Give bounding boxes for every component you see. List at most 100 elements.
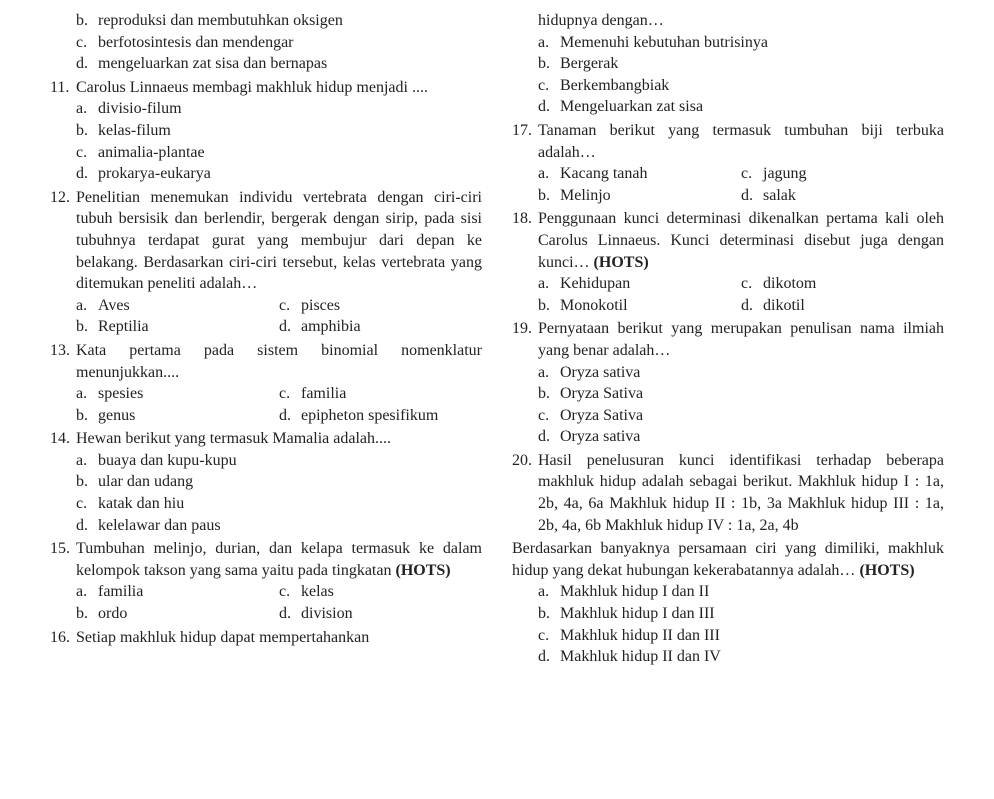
question-17: 17. Tanaman berikut yang termasuk tumbuh… bbox=[512, 120, 944, 206]
option-text: jagung bbox=[763, 163, 807, 185]
option-text: mengeluarkan zat sisa dan bernapas bbox=[98, 53, 482, 75]
question-stem: 14. Hewan berikut yang termasuk Mamalia … bbox=[50, 428, 482, 450]
option-label: a. bbox=[538, 273, 560, 295]
option-text: spesies bbox=[98, 383, 143, 405]
option-pair-row: a.familia c.kelas bbox=[50, 581, 482, 603]
option-text: Makhluk hidup II dan III bbox=[560, 625, 944, 647]
option-text: Monokotil bbox=[560, 295, 628, 317]
question-text: Tumbuhan melinjo, durian, dan kelapa ter… bbox=[76, 538, 482, 581]
question-16: 16. Setiap makhluk hidup dapat mempertah… bbox=[50, 627, 482, 649]
option-text: katak dan hiu bbox=[98, 493, 482, 515]
option-text: genus bbox=[98, 405, 135, 427]
question-text: Penggunaan kunci determinasi dikenalkan … bbox=[538, 208, 944, 273]
option-label: b. bbox=[76, 603, 98, 625]
option-text: Makhluk hidup II dan IV bbox=[560, 646, 944, 668]
left-column: b. reproduksi dan membutuhkan oksigen c.… bbox=[50, 10, 482, 668]
option-label: b. bbox=[76, 405, 98, 427]
question-text: Kata pertama pada sistem binomial nomenk… bbox=[76, 340, 482, 383]
option-label: b. bbox=[538, 53, 560, 75]
option-label: c. bbox=[538, 75, 560, 97]
option-text: familia bbox=[98, 581, 143, 603]
option-text: salak bbox=[763, 185, 796, 207]
option-label: c. bbox=[538, 625, 560, 647]
option-row: b.kelas-filum bbox=[50, 120, 482, 142]
option-label: c. bbox=[279, 295, 301, 317]
option-text: kelelawar dan paus bbox=[98, 515, 482, 537]
option-label: a. bbox=[538, 362, 560, 384]
option-text: division bbox=[301, 603, 353, 625]
question-stem: 12. Penelitian menemukan individu verteb… bbox=[50, 187, 482, 295]
option-text: Aves bbox=[98, 295, 130, 317]
question-20-followup: Berdasarkan banyaknya persamaan ciri yan… bbox=[512, 538, 944, 581]
option-label: d. bbox=[76, 53, 98, 75]
question-text: Pernyataan berikut yang merupakan penuli… bbox=[538, 318, 944, 361]
option-row: b.ular dan udang bbox=[50, 471, 482, 493]
option-text: Kacang tanah bbox=[560, 163, 648, 185]
question-text: Tanaman berikut yang termasuk tumbuhan b… bbox=[538, 120, 944, 163]
option-label: c. bbox=[279, 383, 301, 405]
option-text: Makhluk hidup I dan III bbox=[560, 603, 944, 625]
option-label: b. bbox=[76, 120, 98, 142]
option-text: dikotom bbox=[763, 273, 816, 295]
option-label: d. bbox=[741, 295, 763, 317]
option-label: d. bbox=[279, 603, 301, 625]
option-text: Melinjo bbox=[560, 185, 611, 207]
option-label: a. bbox=[76, 295, 98, 317]
option-label: c. bbox=[76, 142, 98, 164]
option-text: Memenuhi kebutuhan butrisinya bbox=[560, 32, 944, 54]
question-stem: 18. Penggunaan kunci determinasi dikenal… bbox=[512, 208, 944, 273]
option-row: c.Oryza Sativa bbox=[512, 405, 944, 427]
question-10-tail: b. reproduksi dan membutuhkan oksigen c.… bbox=[50, 10, 482, 75]
option-row: d.Makhluk hidup II dan IV bbox=[512, 646, 944, 668]
question-number: 13. bbox=[50, 340, 76, 383]
question-number: 14. bbox=[50, 428, 76, 450]
question-stem: 19. Pernyataan berikut yang merupakan pe… bbox=[512, 318, 944, 361]
option-label: b. bbox=[538, 185, 560, 207]
question-number: 11. bbox=[50, 77, 76, 99]
question-stem: 13. Kata pertama pada sistem binomial no… bbox=[50, 340, 482, 383]
option-label: d. bbox=[538, 426, 560, 448]
question-number: 16. bbox=[50, 627, 76, 649]
option-text: Reptilia bbox=[98, 316, 149, 338]
option-label: d. bbox=[741, 185, 763, 207]
option-pair-row: b.genus d.epipheton spesifikum bbox=[50, 405, 482, 427]
option-row: a.divisio-filum bbox=[50, 98, 482, 120]
option-label: d. bbox=[279, 316, 301, 338]
question-number: 12. bbox=[50, 187, 76, 295]
option-label: a. bbox=[76, 450, 98, 472]
question-16-continued: hidupnya dengan… a.Memenuhi kebutuhan bu… bbox=[512, 10, 944, 118]
option-row: a.Oryza sativa bbox=[512, 362, 944, 384]
option-row: c.animalia-plantae bbox=[50, 142, 482, 164]
option-label: d. bbox=[538, 646, 560, 668]
question-text-continued: hidupnya dengan… bbox=[512, 10, 944, 32]
option-text: Oryza Sativa bbox=[560, 383, 944, 405]
question-number: 15. bbox=[50, 538, 76, 581]
option-label: a. bbox=[76, 98, 98, 120]
option-label: b. bbox=[76, 471, 98, 493]
option-label: a. bbox=[76, 383, 98, 405]
option-text: berfotosintesis dan mendengar bbox=[98, 32, 482, 54]
question-18: 18. Penggunaan kunci determinasi dikenal… bbox=[512, 208, 944, 316]
option-row: b.Makhluk hidup I dan III bbox=[512, 603, 944, 625]
option-label: b. bbox=[538, 383, 560, 405]
option-text: reproduksi dan membutuhkan oksigen bbox=[98, 10, 482, 32]
question-13: 13. Kata pertama pada sistem binomial no… bbox=[50, 340, 482, 426]
option-label: a. bbox=[76, 581, 98, 603]
option-pair-row: b.Monokotil d.dikotil bbox=[512, 295, 944, 317]
option-label: c. bbox=[538, 405, 560, 427]
option-text: Makhluk hidup I dan II bbox=[560, 581, 944, 603]
option-text: kelas bbox=[301, 581, 334, 603]
option-pair-row: b.Reptilia d.amphibia bbox=[50, 316, 482, 338]
question-text: Hasil penelusuran kunci identifikasi ter… bbox=[538, 450, 944, 536]
option-row: b.Oryza Sativa bbox=[512, 383, 944, 405]
option-label: d. bbox=[538, 96, 560, 118]
option-text: ular dan udang bbox=[98, 471, 482, 493]
question-stem: 16. Setiap makhluk hidup dapat mempertah… bbox=[50, 627, 482, 649]
option-label: a. bbox=[538, 32, 560, 54]
option-label: a. bbox=[538, 163, 560, 185]
option-text: Oryza sativa bbox=[560, 362, 944, 384]
option-label: c. bbox=[741, 163, 763, 185]
question-14: 14. Hewan berikut yang termasuk Mamalia … bbox=[50, 428, 482, 536]
question-20-options: a.Makhluk hidup I dan II b.Makhluk hidup… bbox=[512, 581, 944, 667]
option-pair-row: b.Melinjo d.salak bbox=[512, 185, 944, 207]
